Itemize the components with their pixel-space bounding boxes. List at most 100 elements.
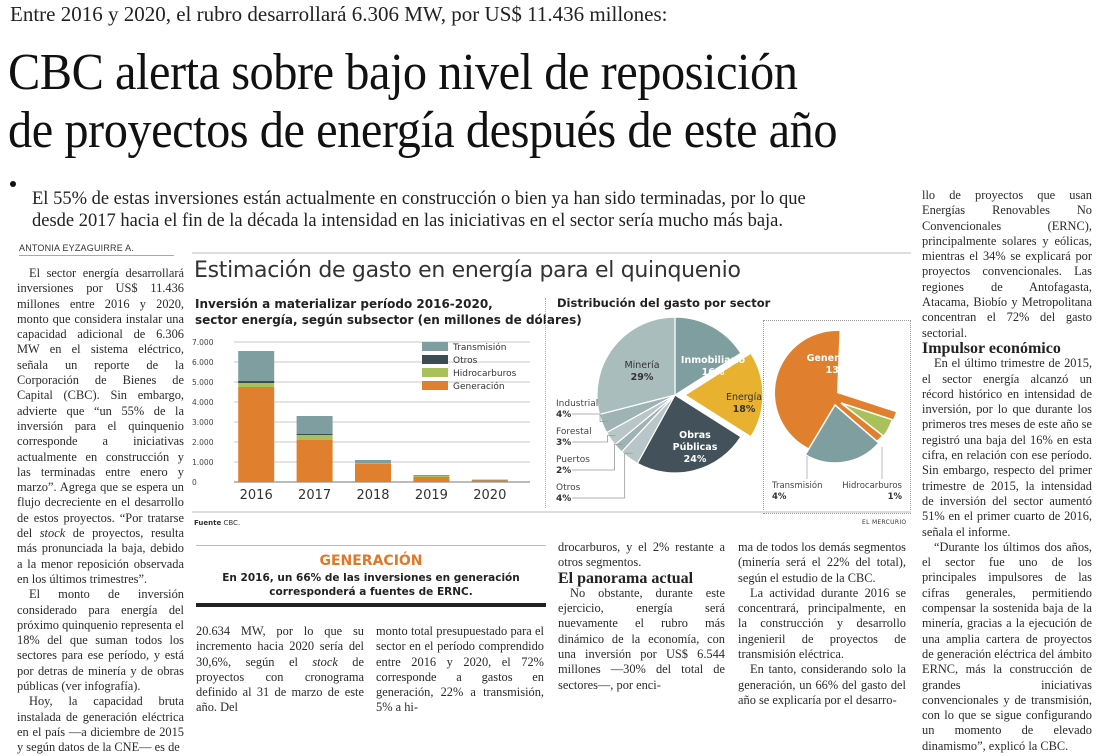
paragraph: En el último trimestre de 2015, el secto… <box>922 356 1092 539</box>
slice-label: Transmisión <box>771 480 822 491</box>
pie-slice-obras-públicas <box>636 394 742 474</box>
article-column-6: llo de proyectos que usan Energías Renov… <box>922 188 1092 754</box>
paragraph: “Durante los últimos dos años, el sector… <box>922 539 1092 753</box>
x-tick-label: 2019 <box>415 488 448 503</box>
y-tick-label: 2.000 <box>192 438 214 447</box>
y-tick-label: 7.000 <box>192 338 214 347</box>
slice-label: Generación <box>807 353 868 364</box>
article-column-4: drocarburos, y el 2% restante a otros se… <box>558 540 725 693</box>
y-tick-label: 4.000 <box>192 398 214 407</box>
byline: ANTONIA EYZAGUIRRE A. <box>19 243 135 253</box>
legend-label: Generación <box>453 381 505 392</box>
slice-label: Industrial <box>556 399 598 409</box>
slice-value: 16% <box>702 367 725 378</box>
text-run: de proyectos, resulta más pronunciada la… <box>17 526 184 586</box>
paragraph: Hoy, la capacidad bruta instalada de gen… <box>17 694 184 755</box>
bar-segment-transmisión <box>471 479 508 481</box>
slice-value: 4% <box>556 494 571 504</box>
subheading-impulsor: Impulsor económico <box>922 339 1061 357</box>
paragraph: En tanto, considerando solo la generació… <box>738 662 906 707</box>
slice-value: 4% <box>772 492 787 502</box>
text-run: El sector energía desarrollará inversion… <box>17 266 184 541</box>
slice-value: 29% <box>631 372 654 383</box>
bar-chart-title-line-2: sector energía, según subsector (en mill… <box>195 313 582 327</box>
article-column-3: monto total presupuestado para el sector… <box>376 624 544 716</box>
bar-segment-hidrocarburos <box>413 476 450 477</box>
bar-segment-hidrocarburos <box>355 463 391 464</box>
paragraph: El sector energía desarrollará inversion… <box>17 266 184 587</box>
paragraph: llo de proyectos que usan Energías Renov… <box>922 188 1092 340</box>
slice-label: Forestal <box>556 427 592 437</box>
paragraph: drocarburos, y el 2% restante a otros se… <box>558 540 725 570</box>
slice-label: Energía <box>726 392 762 403</box>
paragraph: El monto de inversión considerado para e… <box>17 587 184 694</box>
x-tick-label: 2020 <box>473 488 506 503</box>
paragraph: No obstante, durante este ejercicio, ene… <box>558 585 725 692</box>
bar-segment-otros <box>238 381 275 383</box>
slice-label: Puertos <box>556 455 590 465</box>
paragraph: 20.634 MW, por lo que su incremento haci… <box>196 624 364 716</box>
y-tick-label: 0 <box>192 478 197 487</box>
callout-bottom-rule <box>196 603 546 607</box>
chart-separator <box>545 298 546 508</box>
pie-slice-hidrocarburos <box>840 402 894 438</box>
legend-label: Otros <box>453 356 478 366</box>
legend-label: Hidrocarburos <box>453 369 517 379</box>
y-tick-label: 6.000 <box>192 358 214 367</box>
legend-label: Transmisión <box>452 342 506 353</box>
paragraph: monto total presupuestado para el sector… <box>376 624 544 715</box>
legend-swatch <box>422 381 448 390</box>
bar-segment-generación <box>355 464 391 482</box>
slice-value: 13% <box>826 365 849 376</box>
slice-label: Otros <box>556 483 581 493</box>
infographic-title: Estimación de gasto en energía para el q… <box>194 258 741 283</box>
pie-slice-energía <box>683 352 764 438</box>
bar-chart: 0 1.000 2.000 3.000 4.000 5.000 6.000 7.000 2016… <box>192 338 530 503</box>
italic-text: stock <box>312 654 338 669</box>
bar-chart-title: Inversión a materializar período 2016-20… <box>195 296 582 328</box>
slice-value: 4% <box>556 410 571 420</box>
legend-swatch <box>422 355 448 364</box>
kicker: Entre 2016 y 2020, el rubro desarrollará… <box>10 2 668 26</box>
bar-segment-transmisión <box>355 460 391 463</box>
headline: CBC alerta sobre bajo nivel de reposició… <box>8 44 838 160</box>
leader-line <box>572 435 616 443</box>
bar-segment-transmisión <box>413 475 450 476</box>
x-tick-label: 2018 <box>356 488 389 503</box>
article-column-5: ma de todos los demás segmentos (minería… <box>738 540 906 708</box>
bar-segment-hidrocarburos <box>296 435 333 440</box>
headline-line-1: CBC alerta sobre bajo nivel de reposició… <box>8 44 798 101</box>
leader-line <box>572 413 609 422</box>
headline-line-2: de proyectos de energía después de este … <box>8 102 838 159</box>
leader-line <box>572 443 623 471</box>
source-note: Fuente CBC. <box>194 519 240 527</box>
slice-label: Hidrocarburos <box>842 481 902 491</box>
lead-line-1: El 55% de estas inversiones están actual… <box>32 189 806 209</box>
slice-value: 1% <box>888 492 903 502</box>
pie-slice-transmision <box>804 403 880 464</box>
source-value: CBC. <box>223 519 241 527</box>
bar-segment-transmisión <box>238 351 275 381</box>
legend-swatch <box>422 342 448 351</box>
y-tick-label: 1.000 <box>192 458 214 467</box>
bar-segment-otros <box>296 434 333 435</box>
bar-segment-generación <box>471 480 508 482</box>
legend-swatch <box>422 368 448 377</box>
slice-label: Minería <box>624 360 659 371</box>
article-column-2: 20.634 MW, por lo que su incremento haci… <box>196 624 364 716</box>
bar-segment-transmisión <box>296 416 333 434</box>
lead-paragraph: El 55% de estas inversiones están actual… <box>32 188 912 232</box>
byline-divider <box>19 255 174 256</box>
slice-label: Públicas <box>673 442 718 453</box>
slice-label: Obras <box>679 430 711 441</box>
bar-chart-title-line-1: Inversión a materializar período 2016-20… <box>195 297 493 311</box>
pie-slice-minería <box>596 316 676 416</box>
infographic-top-rule <box>192 252 911 254</box>
paragraph: La actividad durante 2016 se concentrará… <box>738 585 906 662</box>
article-column-1: El sector energía desarrollará inversion… <box>17 266 184 756</box>
y-tick-label: 5.000 <box>192 378 214 387</box>
slice-value: 18% <box>733 404 756 415</box>
text-run: 20.634 MW, por lo que su incremento haci… <box>196 624 364 669</box>
